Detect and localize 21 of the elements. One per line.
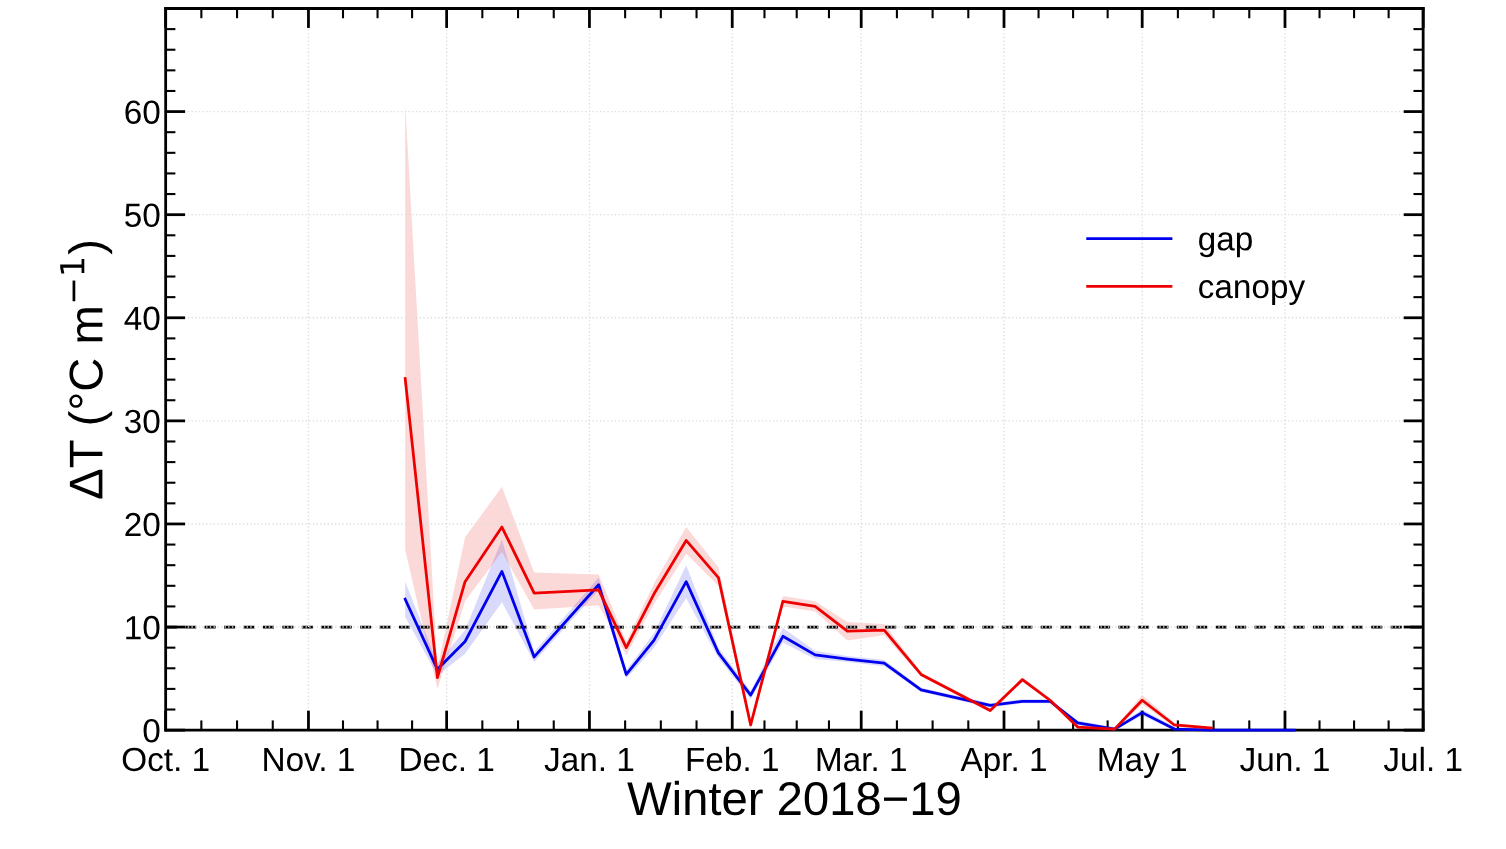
y-axis-title: ΔT (°C m$^{−1}$): [60, 241, 113, 499]
y-tick-label: 60: [125, 100, 160, 124]
x-tick-label: Oct. 1: [122, 747, 209, 772]
legend-label: canopy: [1199, 280, 1306, 305]
y-tick-label: 10: [126, 615, 160, 640]
y-tick-label: 30: [125, 409, 160, 434]
x-tick-label: Jul. 1: [1383, 746, 1462, 772]
y-tick-label: 40: [124, 306, 160, 331]
y-tick-label: 0: [143, 718, 160, 743]
y-tick-label: 20: [125, 512, 160, 537]
x-tick-label: Nov. 1: [264, 748, 354, 772]
x-tick-label: Jan. 1: [544, 748, 634, 772]
x-tick-label: Dec. 1: [401, 748, 494, 772]
legend-label: gap: [1199, 232, 1252, 258]
x-axis-title: Winter 2018−19: [627, 780, 960, 816]
x-tick-label: Apr. 1: [960, 748, 1046, 778]
x-tick-label: Mar. 1: [817, 748, 906, 772]
x-tick-label: Jun. 1: [1240, 748, 1329, 772]
y-tick-label: 50: [125, 203, 160, 228]
x-tick-label: Feb. 1: [687, 746, 778, 772]
x-tick-label: May 1: [1099, 748, 1186, 778]
